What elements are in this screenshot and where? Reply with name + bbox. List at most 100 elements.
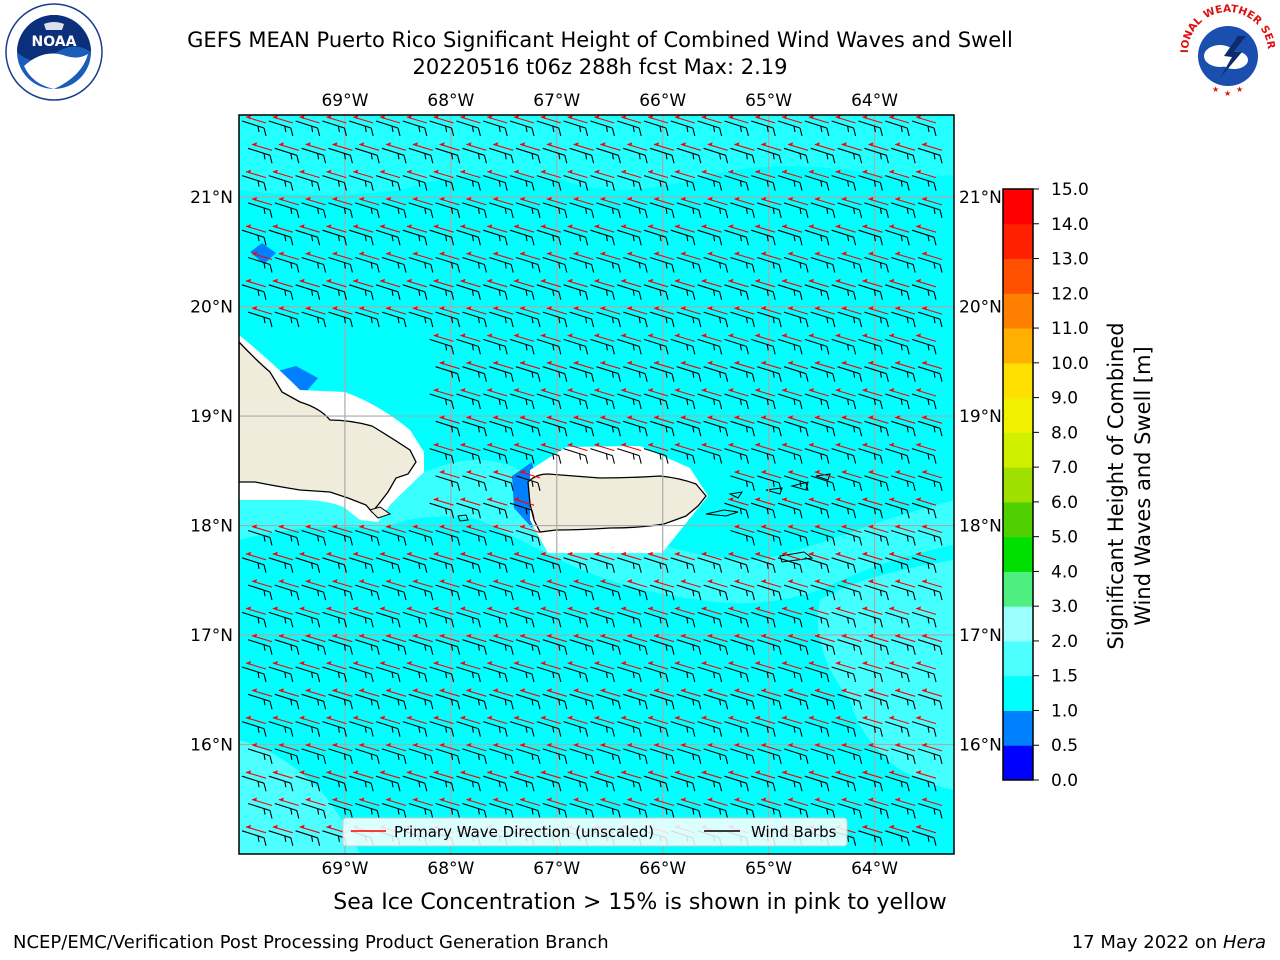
wind-barb [917,802,943,819]
lon-label-top: 65°W [745,91,792,111]
wave-direction-arrow [359,579,380,588]
wave-direction-arrow [781,661,803,670]
wave-direction-arrow [385,251,407,261]
wind-barb [777,775,803,792]
wind-barb [402,284,428,300]
wind-barb [536,611,562,628]
footer-credit: NCEP/EMC/Verification Post Processing Pr… [13,932,609,953]
wave-direction-arrow [728,551,749,561]
wind-barb [649,802,675,819]
wind-barb [435,311,461,328]
wind-barb [783,420,809,437]
wave-direction-arrow [895,742,916,752]
wave-direction-arrow [835,388,856,397]
wind-barb [649,748,675,765]
wind-barb [322,120,347,137]
wave-direction-arrow [299,115,320,124]
wave-direction-arrow [519,415,541,424]
wave-direction-arrow [600,142,621,151]
wind-barb [864,529,889,546]
wave-direction-arrow [305,524,326,534]
wind-barb [757,639,782,655]
wave-direction-arrow [433,551,454,561]
wave-direction-arrow [359,306,380,315]
wave-direction-arrow [707,579,728,588]
wind-barb [247,748,273,765]
colorbar-segment [1003,223,1033,260]
wave-direction-arrow [600,306,621,315]
wave-direction-arrow [567,224,588,233]
wind-barb [429,175,455,191]
wave-direction-arrow [353,278,374,288]
wind-barb [751,775,776,792]
wind-barb [483,229,508,246]
wind-barb [402,775,428,792]
wind-barb [483,557,508,573]
wind-barb [643,448,669,464]
wind-barb [831,284,857,300]
wind-barb [542,420,568,437]
wind-barb [649,311,675,328]
wave-direction-arrow [787,360,809,370]
wind-barb [247,802,273,819]
wind-barb [563,175,589,191]
wind-barb [831,557,857,573]
wave-direction-arrow [305,306,326,315]
wave-direction-arrow [707,306,728,315]
wind-barb [456,721,481,737]
land-mona [457,514,469,522]
wave-direction-arrow [814,196,835,206]
wave-direction-arrow [653,742,675,752]
wave-direction-arrow [653,251,675,261]
wave-direction-arrow [915,770,937,779]
wind-barb [402,721,428,737]
wave-direction-arrow [305,742,326,752]
wave-direction-arrow [680,251,701,261]
wave-direction-arrow [734,360,755,370]
wind-barb [462,584,487,601]
wind-barb [670,338,696,355]
wind-barb [515,311,541,328]
wave-direction-arrow [332,579,353,588]
wind-barb [536,666,562,683]
wind-barb [730,147,755,164]
wave-direction-arrow [466,524,487,534]
wind-barb [536,229,562,246]
wind-barb [375,557,401,573]
wave-direction-arrow [493,142,514,151]
wind-barb [810,529,836,546]
wave-direction-arrow [513,169,535,179]
wave-direction-arrow [245,224,267,233]
wind-barb [402,120,428,137]
wind-barb [643,229,669,246]
wind-barb [489,693,514,710]
wave-direction-arrow [889,715,910,725]
wave-direction-arrow [433,115,454,124]
wave-direction-arrow [278,251,299,261]
wind-barb [810,202,836,219]
wind-barb [328,256,353,273]
wind-barb [831,175,857,191]
wind-barb [777,448,803,464]
wave-direction-arrow [814,415,835,424]
wind-barb [563,338,589,355]
wind-barb [349,120,374,137]
wind-barb [402,175,428,191]
wave-direction-arrow [814,742,835,752]
wind-barb [783,802,809,819]
wave-direction-arrow [519,251,541,261]
wind-barb [456,120,481,137]
wind-barb [241,666,267,683]
wave-direction-arrow [251,579,273,588]
wave-direction-arrow [332,797,353,807]
wave-direction-arrow [406,224,427,233]
wave-direction-arrow [761,196,782,206]
wind-barb [489,475,514,492]
wind-barb [623,147,648,164]
wind-barb [670,721,696,737]
wind-barb [328,693,353,710]
lat-label-left: 16°N [190,736,233,756]
wind-barb [858,120,883,137]
wave-direction-arrow [862,442,883,452]
wind-barb [435,366,461,382]
